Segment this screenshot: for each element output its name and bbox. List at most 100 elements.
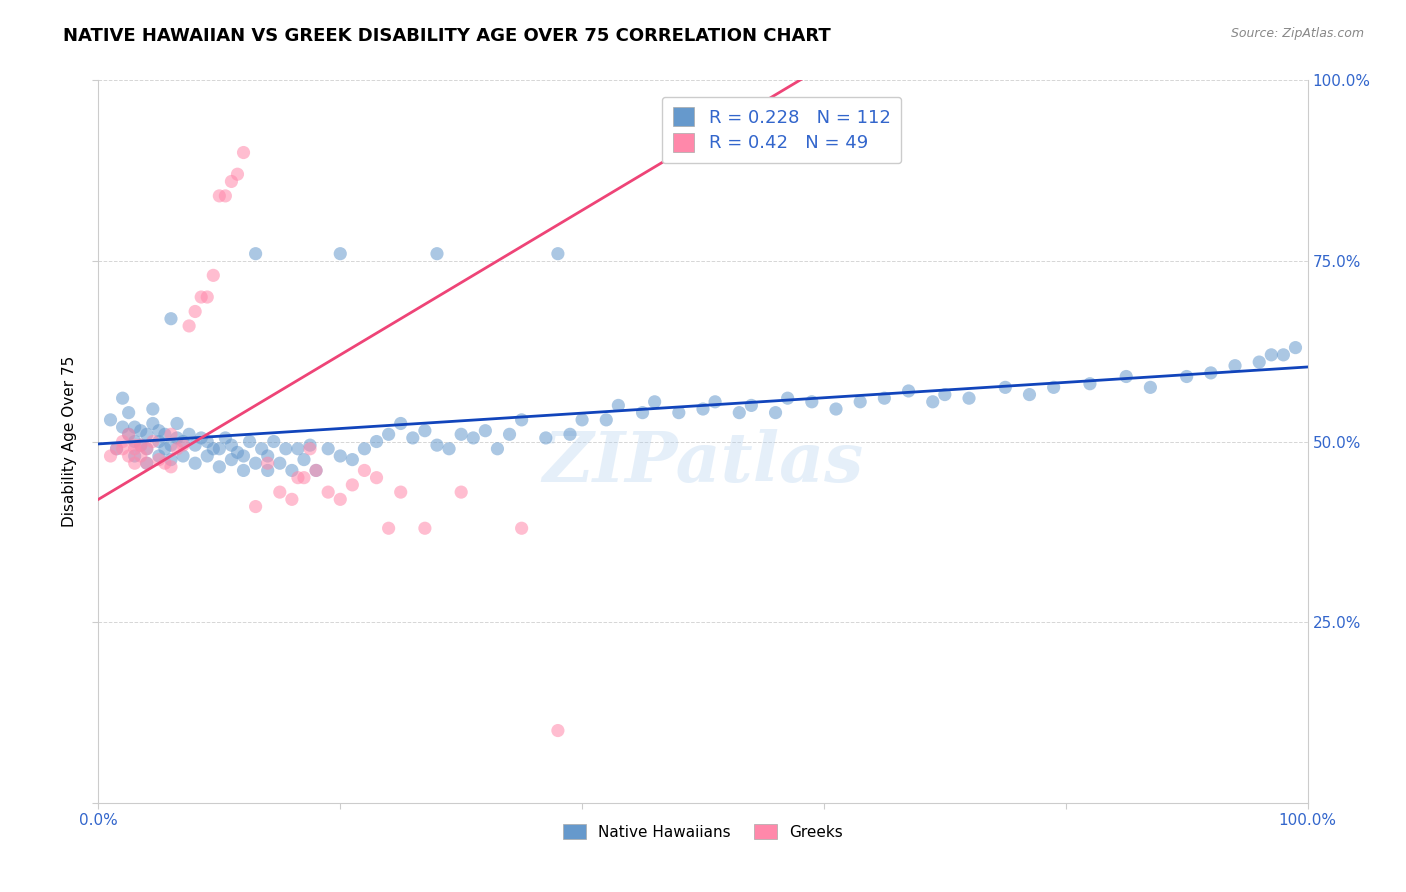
Point [607,398,630,412]
Point [305,463,328,477]
Point [256,456,278,470]
Point [426,246,449,260]
Point [202,268,225,283]
Point [100,449,122,463]
Point [195,290,218,304]
Point [221,438,243,452]
Point [124,449,146,463]
Point [510,521,533,535]
Point [305,463,328,477]
Point [1042,380,1064,394]
Point [486,442,509,456]
Point [142,434,165,449]
Point [366,470,388,484]
Point [692,402,714,417]
Point [498,427,520,442]
Point [214,431,236,445]
Point [329,492,352,507]
Point [299,442,322,456]
Point [329,246,352,260]
Point [111,442,134,456]
Point [256,463,278,477]
Point [129,438,152,452]
Point [232,463,254,477]
Point [450,427,472,442]
Point [463,431,485,445]
Point [1018,387,1040,401]
Y-axis label: Disability Age Over 75: Disability Age Over 75 [62,356,77,527]
Point [226,167,249,181]
Point [160,311,183,326]
Point [1260,348,1282,362]
Point [100,413,122,427]
Point [269,485,291,500]
Point [153,427,176,442]
Point [631,406,654,420]
Point [111,434,134,449]
Point [426,438,449,452]
Point [740,398,762,412]
Point [190,431,212,445]
Point [897,384,920,398]
Point [160,438,183,452]
Point [413,424,436,438]
Point [166,442,188,456]
Point [184,438,207,452]
Legend: Native Hawaiians, Greeks: Native Hawaiians, Greeks [557,818,849,846]
Point [474,424,496,438]
Point [1078,376,1101,391]
Point [1139,380,1161,394]
Point [172,449,194,463]
Point [256,449,278,463]
Point [124,442,146,456]
Point [148,424,170,438]
Point [135,456,157,470]
Point [413,521,436,535]
Point [873,391,896,405]
Point [547,246,569,260]
Text: Source: ZipAtlas.com: Source: ZipAtlas.com [1230,27,1364,40]
Point [1199,366,1222,380]
Point [263,434,285,449]
Point [281,492,304,507]
Point [195,449,218,463]
Point [124,434,146,449]
Point [135,442,157,456]
Point [245,500,267,514]
Point [366,434,388,449]
Point [274,442,297,456]
Point [921,394,943,409]
Point [389,417,412,431]
Point [595,413,617,427]
Point [153,442,176,456]
Point [105,442,128,456]
Point [510,413,533,427]
Point [129,438,152,452]
Point [1284,341,1306,355]
Point [208,442,231,456]
Point [208,459,231,474]
Point [148,452,170,467]
Point [245,456,267,470]
Point [221,174,243,188]
Point [184,304,207,318]
Point [437,442,460,456]
Point [118,427,141,442]
Point [316,485,339,500]
Point [129,449,152,463]
Point [160,452,183,467]
Point [292,470,315,484]
Point [353,442,375,456]
Point [118,427,141,442]
Point [239,434,262,449]
Text: ZIPatlas: ZIPatlas [543,429,863,497]
Point [402,431,425,445]
Point [269,456,291,470]
Point [135,442,157,456]
Point [316,442,339,456]
Point [245,246,267,260]
Point [377,521,399,535]
Point [353,463,375,477]
Point [179,318,201,333]
Point [728,406,751,420]
